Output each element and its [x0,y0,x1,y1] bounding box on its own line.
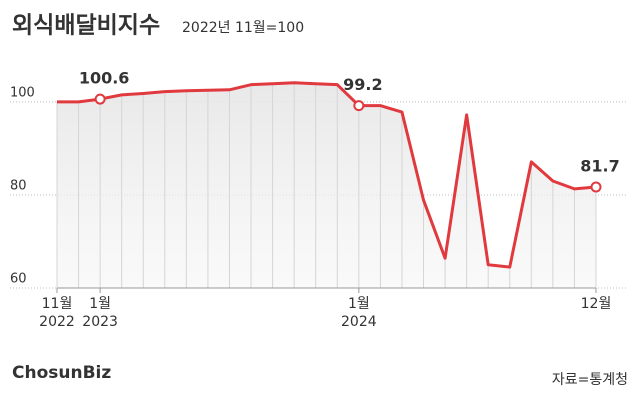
value-label: 99.2 [343,75,382,94]
y-tick-label: 80 [10,178,27,193]
chart-title: 외식배달비지수 [12,13,160,39]
y-tick-label: 60 [10,272,27,287]
value-label: 81.7 [580,157,619,176]
point-marker [353,100,365,112]
point-marker [94,93,106,105]
value-label: 100.6 [79,69,130,88]
x-tick-label: 1월 2024 [341,296,377,330]
x-tick-label: 1월 2023 [82,296,118,330]
x-tick-label: 12월 [581,296,612,312]
x-tick-label: 11월 2022 [39,296,75,330]
line [57,81,597,269]
area [57,82,596,288]
chart-subtitle: 2022년 11월=100 [182,20,304,36]
point-marker [590,181,602,193]
y-tick-label: 100 [10,85,35,100]
watermark: ChosunBiz [12,363,111,383]
source: 자료=통계청 [552,372,628,388]
